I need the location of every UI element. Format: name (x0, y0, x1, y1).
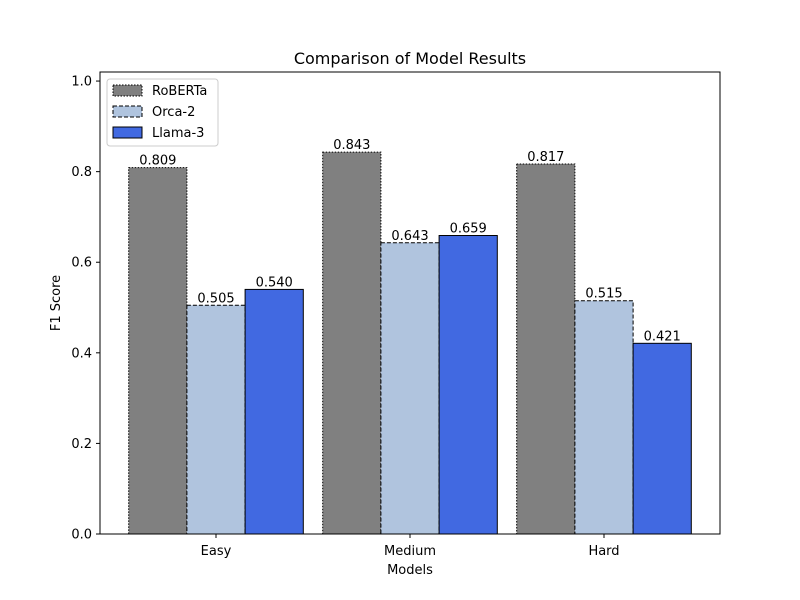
y-tick-label: 0.0 (71, 528, 92, 543)
bar-llama-3-medium (438, 235, 498, 535)
x-tick-label: Medium (384, 544, 436, 559)
data-label-orca-2-medium: 0.643 (391, 229, 428, 244)
y-tick-label: 0.2 (71, 437, 92, 452)
data-label-roberta-easy: 0.809 (139, 154, 176, 169)
legend-label-llama-3: Llama-3 (152, 126, 204, 141)
bar-llama-3-easy (244, 288, 304, 535)
data-label-llama-3-easy: 0.540 (256, 275, 293, 290)
data-label-roberta-hard: 0.817 (527, 150, 564, 165)
legend-swatch-roberta (112, 84, 143, 97)
data-label-llama-3-hard: 0.421 (644, 329, 681, 344)
legend: RoBERTa Orca-2 Llama-3 (106, 78, 219, 147)
y-tick-label: 1.0 (71, 75, 92, 90)
data-labels-group: 0.809 0.843 0.817 0.505 0.643 0.515 0.540 0.659… (139, 138, 681, 344)
legend-label-orca-2: Orca-2 (152, 105, 195, 120)
y-tick-label: 0.8 (71, 165, 92, 180)
y-tick-label: 0.6 (71, 256, 92, 271)
x-tick-label: Hard (588, 544, 619, 559)
data-label-llama-3-medium: 0.659 (450, 222, 487, 237)
chart-title: Comparison of Model Results (294, 49, 526, 68)
bar-roberta-easy (128, 167, 188, 535)
legend-label-roberta: RoBERTa (152, 84, 207, 99)
data-label-roberta-medium: 0.843 (333, 138, 370, 153)
x-axis: Easy Medium Hard (201, 534, 620, 559)
bar-llama-3-hard (632, 342, 692, 535)
data-label-orca-2-easy: 0.505 (197, 291, 234, 306)
legend-swatch-llama-3 (112, 126, 143, 139)
bar-roberta-hard (516, 163, 576, 535)
x-axis-label: Models (387, 563, 433, 578)
y-tick-label: 0.4 (71, 346, 92, 361)
x-tick-label: Easy (201, 544, 232, 559)
y-axis: 0.0 0.2 0.4 0.6 0.8 1.0 (71, 75, 100, 543)
bar-orca-2-medium (380, 242, 440, 535)
bar-orca-2-easy (186, 304, 246, 535)
bar-orca-2-hard (574, 300, 634, 535)
data-label-orca-2-hard: 0.515 (585, 287, 622, 302)
legend-swatch-orca-2 (112, 105, 143, 118)
bar-roberta-medium (322, 151, 382, 535)
y-axis-label: F1 Score (49, 275, 64, 331)
bars-group (128, 151, 692, 535)
